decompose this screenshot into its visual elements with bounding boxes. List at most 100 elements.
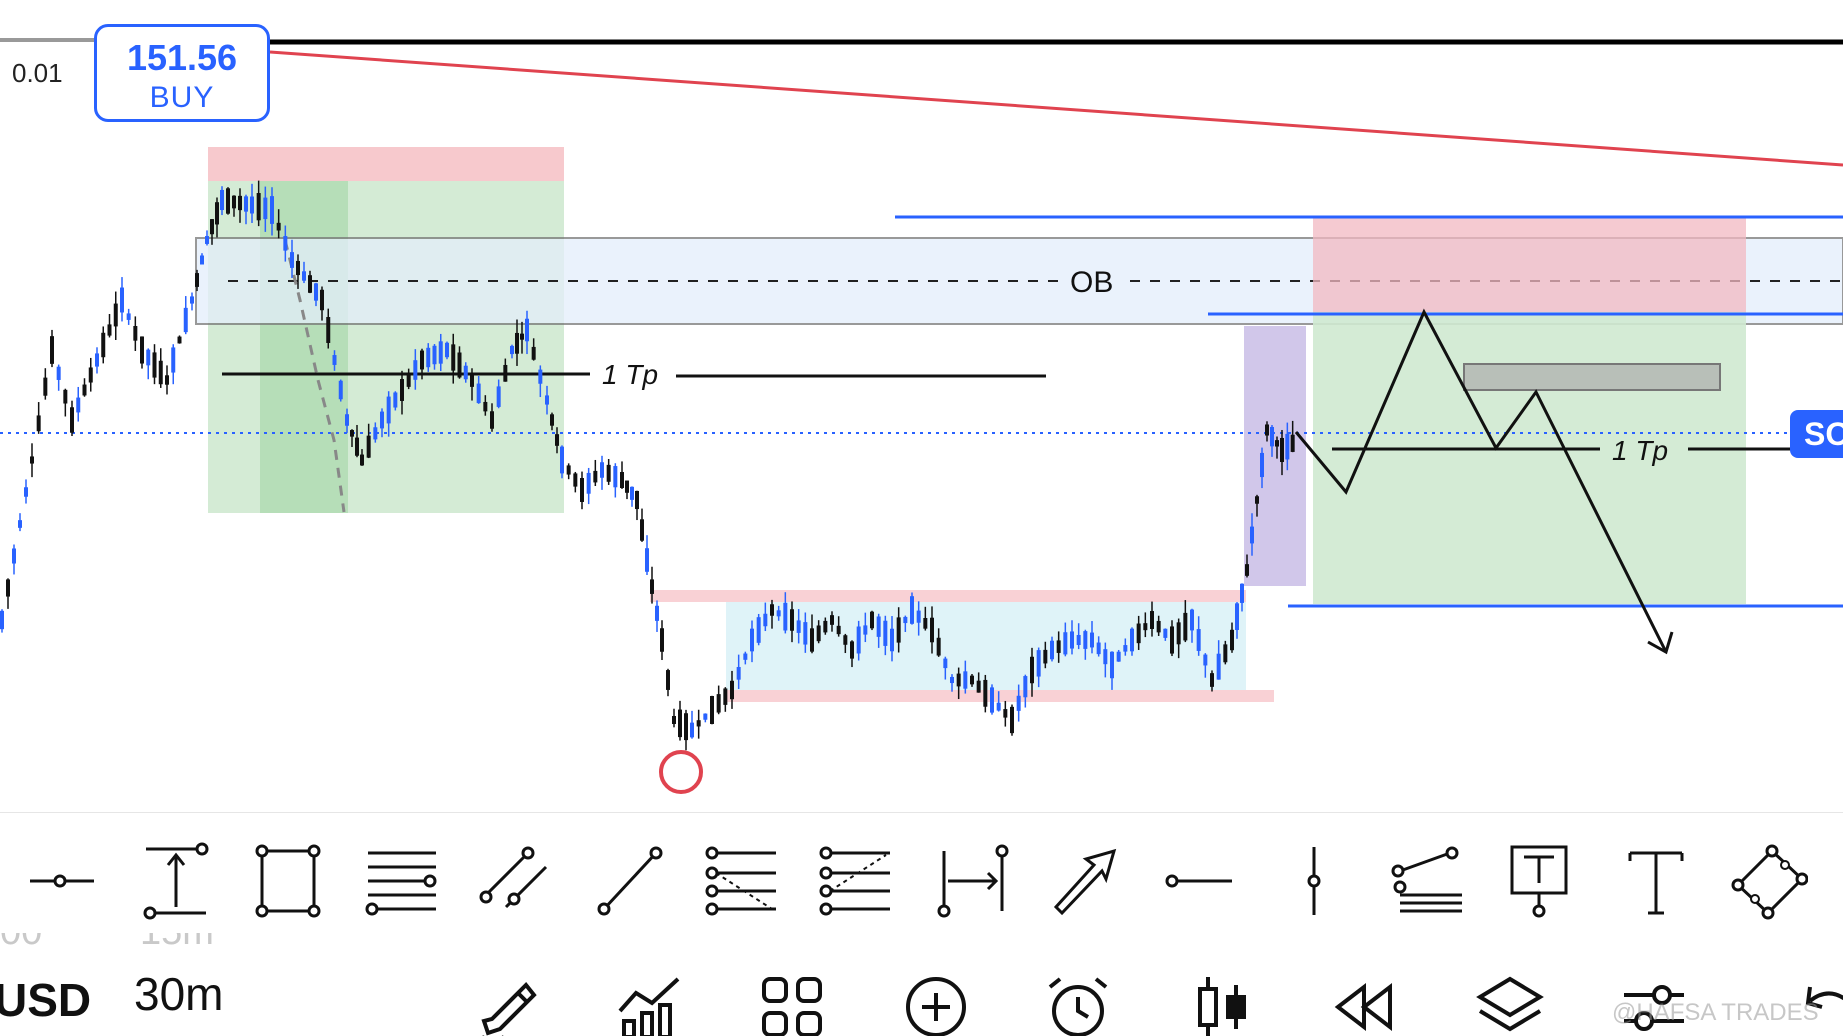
price-chart[interactable]: OB 1 Tp 1 Tp (0, 0, 1843, 810)
candle-body (1250, 526, 1254, 544)
candle-body (525, 318, 529, 342)
symbol-label[interactable]: USD (0, 974, 92, 1026)
candle-body (308, 275, 312, 293)
timeframe-label[interactable]: 30m (134, 968, 224, 1020)
rotated-rectangle-icon[interactable] (1728, 841, 1809, 921)
candle-body (573, 473, 578, 487)
candle-body (1123, 645, 1128, 652)
replay-icon[interactable] (1330, 971, 1402, 1036)
candle-body (1010, 706, 1014, 734)
candle-body (684, 713, 688, 741)
candle-body (870, 611, 874, 629)
alarm-icon[interactable] (1042, 971, 1114, 1036)
candle-body (1270, 426, 1274, 447)
candle-body (70, 407, 74, 433)
candle-body (836, 625, 841, 635)
candle-body (256, 193, 261, 221)
horizontal-line-icon[interactable] (1158, 841, 1238, 921)
candle-body (1245, 564, 1249, 576)
fib-extension-icon[interactable] (816, 841, 896, 921)
candle-body (903, 616, 908, 624)
pencil-icon[interactable] (470, 971, 542, 1036)
candle-body (445, 342, 449, 358)
price-range-icon[interactable] (136, 841, 216, 921)
horizontal-ray-icon[interactable] (22, 841, 102, 921)
undo-icon[interactable] (1790, 971, 1843, 1036)
take-profit-zone-right (1313, 312, 1746, 604)
candle-body (810, 628, 814, 652)
candle-body (332, 355, 337, 365)
candle-body (690, 722, 694, 738)
candle-body (338, 380, 343, 400)
candles-icon[interactable] (1186, 971, 1258, 1036)
small-grey-box (1463, 363, 1721, 391)
candle-body (1096, 642, 1101, 655)
candle-body (1056, 640, 1061, 653)
candle-body (1230, 629, 1234, 651)
tp-label-left: 1 Tp (602, 359, 658, 390)
candle-body (510, 345, 514, 355)
rectangle-icon[interactable] (248, 841, 328, 921)
parallel-channel-icon[interactable] (476, 841, 556, 921)
candle-body (672, 716, 676, 724)
candle-body (483, 401, 488, 412)
candle-body (613, 466, 618, 488)
candle-body (763, 613, 768, 627)
candle-body (133, 326, 138, 341)
candle-body (1275, 440, 1279, 447)
candle-body (1003, 709, 1008, 718)
candle-body (476, 383, 481, 404)
candle-body (1043, 649, 1048, 664)
candle-body (1036, 650, 1041, 677)
candle-body (796, 620, 801, 633)
candle-body (12, 548, 16, 564)
candle-body (936, 637, 941, 656)
candle-body (1183, 612, 1188, 641)
candle-body (6, 579, 10, 597)
candle-body (1285, 433, 1290, 460)
candle-body (120, 287, 124, 313)
fib-retracement-icon[interactable] (702, 841, 782, 921)
regression-icon[interactable] (1388, 841, 1468, 921)
text-note-icon[interactable] (1500, 841, 1580, 921)
candle-body (95, 353, 99, 367)
candle-body (420, 350, 424, 370)
candle-body (63, 389, 68, 404)
date-range-icon[interactable] (930, 841, 1010, 921)
indicators-icon[interactable] (614, 971, 686, 1036)
candle-body (263, 197, 268, 220)
chart-area[interactable]: OB 1 Tp 1 Tp 0.01 151.56 (0, 0, 1843, 810)
candle-body (531, 346, 536, 360)
add-icon[interactable] (900, 971, 972, 1036)
sell-tab[interactable]: SO (1790, 410, 1843, 458)
candle-body (790, 609, 794, 631)
vertical-line-icon[interactable] (1274, 841, 1354, 921)
candle-body (635, 490, 639, 510)
candle-body (56, 366, 61, 380)
dashed-path (283, 239, 346, 513)
trend-line-icon[interactable] (590, 841, 670, 921)
candle-body (555, 434, 559, 446)
bottom-bar: 00 15m USD 30m @HAFSA TRADES (0, 933, 1843, 1036)
candle-body (1016, 695, 1021, 711)
buy-price-badge[interactable]: 151.56 BUY (94, 24, 270, 122)
candle-body (770, 604, 774, 616)
layout-grid-icon[interactable] (756, 971, 828, 1036)
candle-body (970, 675, 974, 685)
arrow-icon[interactable] (1044, 841, 1124, 921)
candle-body (101, 332, 106, 358)
horizontal-lines-icon[interactable] (362, 841, 442, 921)
candle-body (620, 472, 624, 488)
entry-zone-left (260, 181, 348, 513)
candle-body (1255, 496, 1259, 504)
layers-icon[interactable] (1474, 971, 1546, 1036)
candle-body (816, 625, 821, 642)
settings-sliders-icon[interactable] (1618, 971, 1690, 1036)
text-icon[interactable] (1616, 841, 1696, 921)
candle-body (355, 437, 359, 456)
lot-size: 0.01 (12, 58, 63, 88)
candle-body (566, 465, 571, 475)
candle-body (890, 628, 894, 652)
candle-body (238, 195, 242, 211)
candle-body (205, 236, 209, 244)
